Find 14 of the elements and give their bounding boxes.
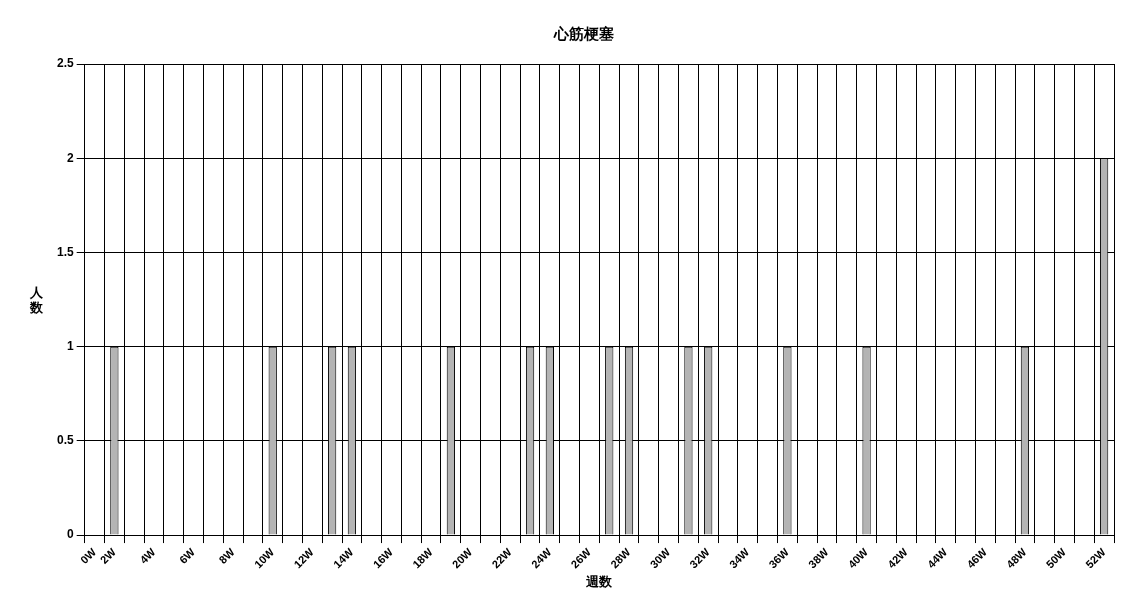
y-tick-label: 2.5 [56,56,74,71]
chart-title: 心筋梗塞 [553,25,614,43]
y-tick-label: 1.5 [56,244,74,259]
x-tick-label: 4W [137,545,158,566]
x-axis-title: 週数 [585,573,614,589]
x-tick-label: 0W [77,545,99,566]
x-tick-label: 6W [176,545,198,566]
y-tick-label: 0 [66,527,74,542]
y-tick-label: 2 [66,150,74,165]
y-tick-label: 1 [66,338,74,353]
y-tick-label: 0.5 [56,433,74,448]
x-tick-label: 2W [97,545,119,566]
x-tick-label: 8W [216,545,238,566]
y-axis-title: 人数 [28,285,44,315]
